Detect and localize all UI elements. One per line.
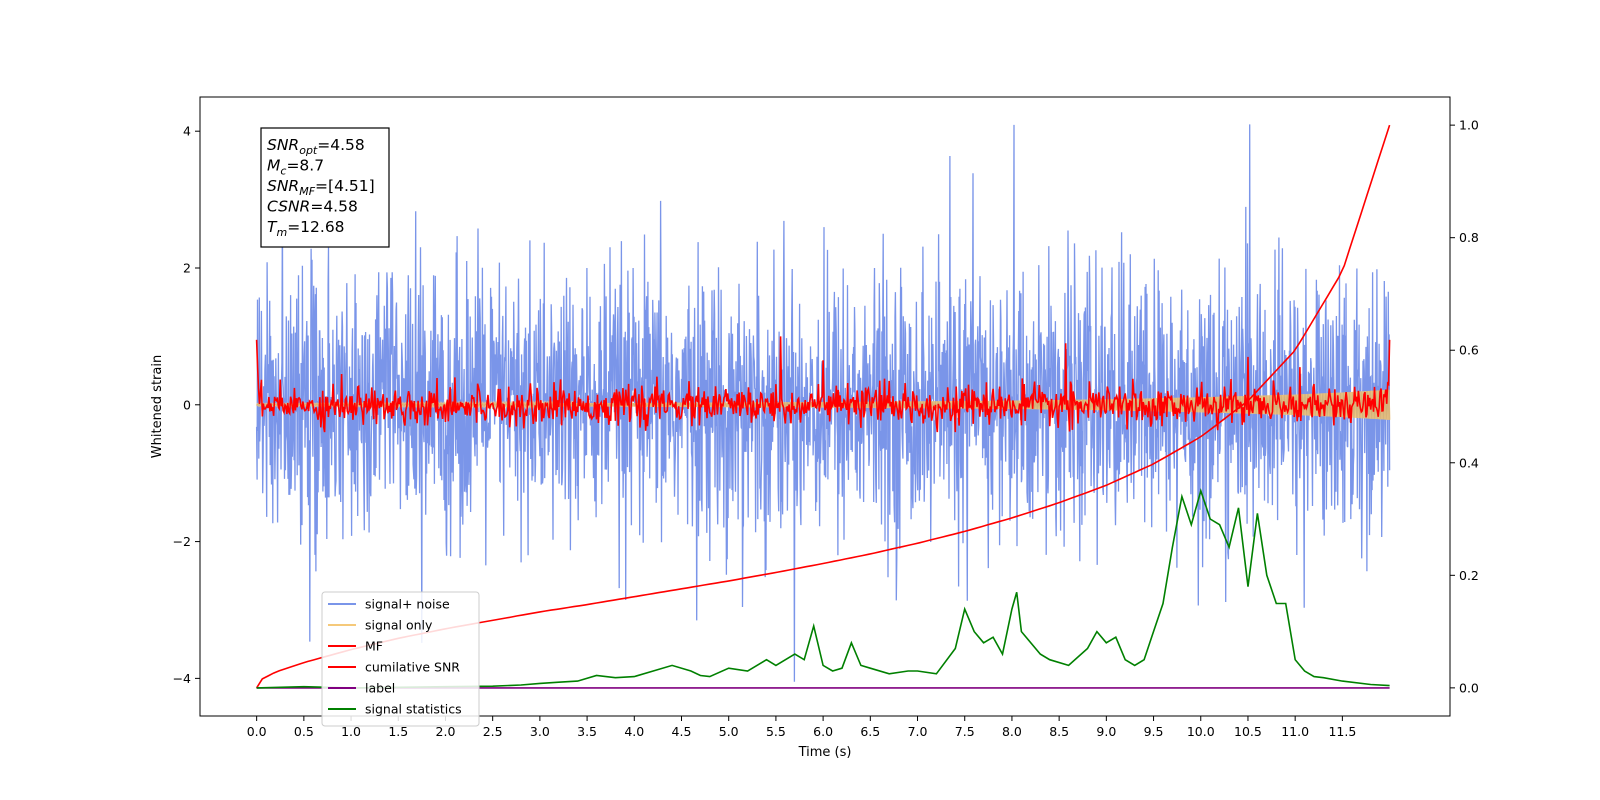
- annotation-line: Mc=8.7: [267, 157, 324, 178]
- y2-tick-label: 0.2: [1459, 568, 1479, 583]
- series-signal-statistics-line: [256, 488, 1390, 689]
- x-tick-label: 6.0: [813, 724, 833, 739]
- x-tick-label: 10.5: [1234, 724, 1262, 739]
- x-tick-label: 8.0: [1002, 724, 1022, 739]
- series-signal-noise-line: [255, 124, 1391, 682]
- x-tick-label: 3.5: [577, 724, 597, 739]
- annotation-line: Tm=12.68: [267, 218, 345, 239]
- annotation-line: SNRopt=4.58: [267, 136, 365, 157]
- x-tick-label: 2.5: [483, 724, 503, 739]
- legend-label-cumilative-snr: cumilative SNR: [365, 660, 460, 675]
- x-tick-label: 7.5: [955, 724, 975, 739]
- y-tick-label: −4: [173, 671, 191, 686]
- x-tick-label: 9.0: [1096, 724, 1116, 739]
- y-tick-label: 2: [183, 260, 191, 275]
- y-axis-label: Whitened strain: [150, 355, 165, 458]
- x-tick-label: 2.0: [436, 724, 456, 739]
- y-tick-label: −2: [173, 534, 191, 549]
- legend: signal+ noise signal only MF cumilative SNR…: [321, 591, 480, 727]
- x-tick-label: 7.0: [908, 724, 928, 739]
- y2-tick-label: 1.0: [1459, 118, 1479, 133]
- y2-tick-label: 0.4: [1459, 455, 1479, 470]
- x-tick-label: 0.5: [294, 724, 314, 739]
- series-mf-line: [255, 336, 1391, 433]
- annotation-line: CSNR=4.58: [267, 198, 358, 216]
- x-tick-label: 5.5: [766, 724, 786, 739]
- y2-tick-label: 0.8: [1459, 230, 1479, 245]
- x-axis-label: Time (s): [798, 745, 852, 760]
- x-tick-label: 11.5: [1328, 724, 1356, 739]
- x-tick-label: 5.0: [719, 724, 739, 739]
- x-tick-label: 4.0: [624, 724, 644, 739]
- legend-label-label: label: [365, 681, 395, 696]
- legend-label-signal-noise: signal+ noise: [365, 597, 450, 612]
- legend-label-mf: MF: [365, 639, 383, 654]
- x-tick-label: 11.0: [1281, 724, 1309, 739]
- axes-frame: [199, 96, 1451, 717]
- legend-label-signal-statistics: signal statistics: [365, 702, 462, 717]
- y2-tick-label: 0.0: [1459, 680, 1479, 695]
- x-tick-label: 1.5: [388, 724, 408, 739]
- x-tick-label: 9.5: [1144, 724, 1164, 739]
- x-tick-label: 0.0: [247, 724, 267, 739]
- y-tick-label: 0: [183, 397, 191, 412]
- series-signal-only-shade: [256, 389, 1390, 420]
- y2-tick-label: 0.6: [1459, 343, 1479, 358]
- x-tick-label: 1.0: [341, 724, 361, 739]
- x-tick-label: 10.0: [1187, 724, 1215, 739]
- x-tick-label: 8.5: [1049, 724, 1069, 739]
- annotation-line: SNRMF=[4.51]: [267, 177, 375, 198]
- y-tick-label: 4: [183, 124, 191, 139]
- legend-frame: [321, 591, 480, 727]
- legend-label-signal-only: signal only: [365, 618, 433, 633]
- x-tick-label: 3.0: [530, 724, 550, 739]
- x-tick-label: 4.5: [672, 724, 692, 739]
- x-tick-label: 6.5: [860, 724, 880, 739]
- annotation-frame: [260, 127, 390, 248]
